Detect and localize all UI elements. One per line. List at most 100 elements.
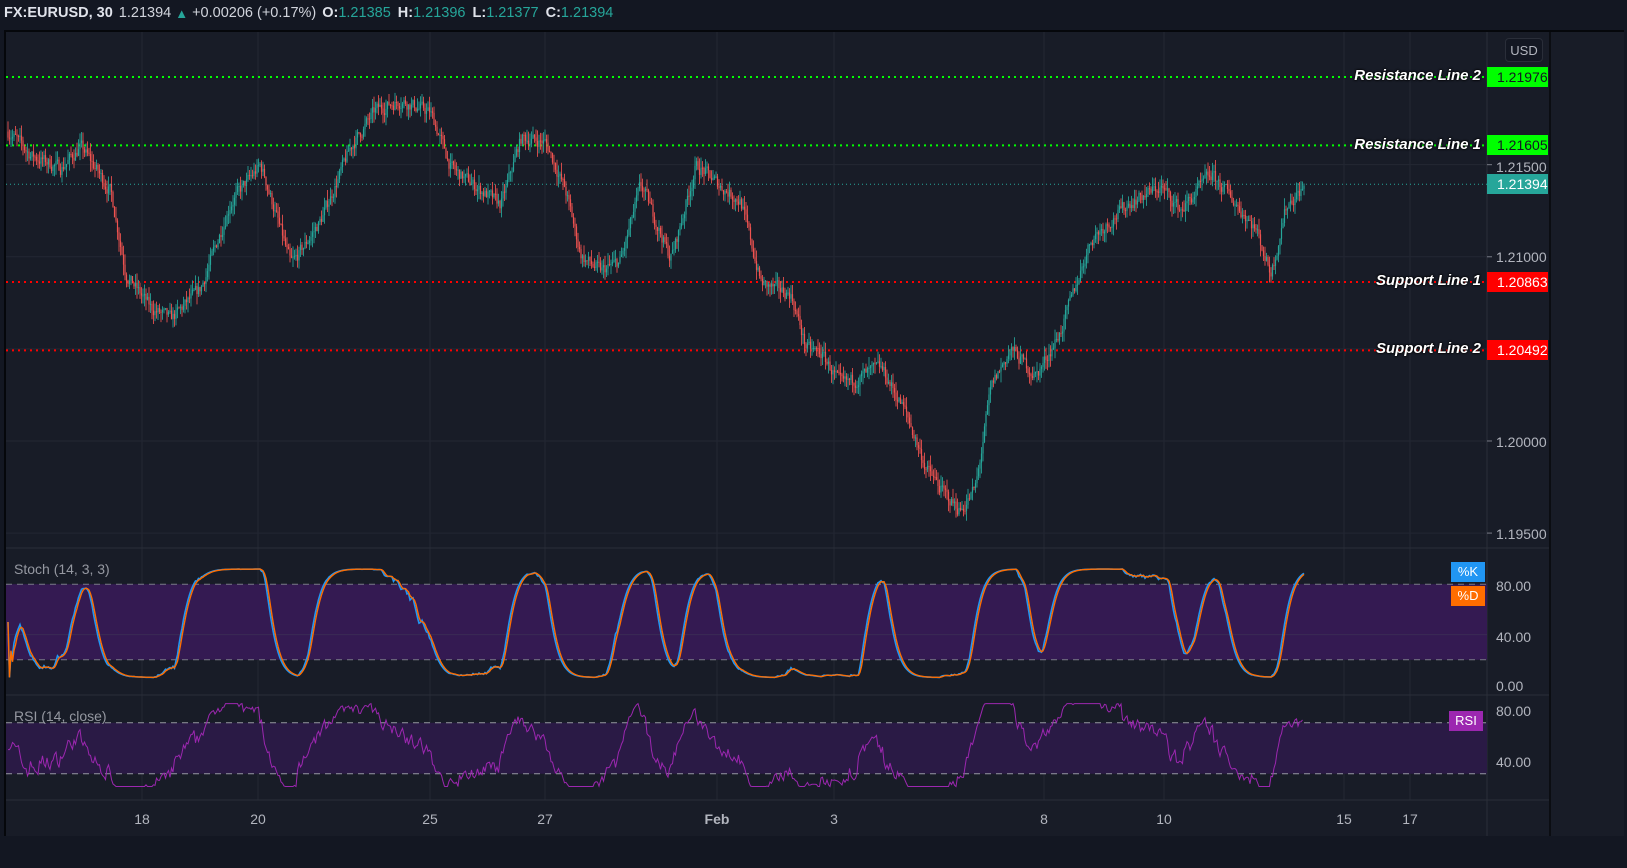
candle-body <box>1196 186 1199 189</box>
candle-body <box>689 191 692 197</box>
candle-body <box>826 361 828 364</box>
candle-body <box>697 161 699 170</box>
candle-body <box>437 134 440 136</box>
candle-body <box>535 137 537 141</box>
rsi-tag: RSI <box>1449 711 1483 731</box>
candle-body <box>103 183 105 187</box>
candle-body <box>536 140 539 147</box>
candle-body <box>1232 202 1235 206</box>
candle-body <box>721 185 723 191</box>
candle-body <box>398 106 401 109</box>
candle-body <box>16 134 18 136</box>
candle-body <box>430 111 432 113</box>
support-line-2-label[interactable]: Support Line 2 <box>1376 340 1481 357</box>
candle-body <box>46 161 48 165</box>
candle-body <box>596 261 599 263</box>
candle-body <box>460 171 462 179</box>
candle-body <box>1034 371 1037 374</box>
candle-body <box>841 374 843 377</box>
candle-body <box>205 277 207 285</box>
time-tick: 17 <box>1402 811 1418 827</box>
candle-body <box>215 245 218 248</box>
candle-body <box>883 367 885 371</box>
candle-body <box>643 190 645 192</box>
candle-body <box>952 498 954 504</box>
candle-body <box>37 160 39 162</box>
candle-body <box>686 195 689 201</box>
candle-body <box>1027 368 1029 374</box>
candle-body <box>713 176 716 178</box>
candle-body <box>589 256 591 261</box>
candle-body <box>163 308 165 310</box>
symbol-title[interactable]: FX:EURUSD, 30 <box>4 5 113 21</box>
candle-body <box>931 471 933 476</box>
candle-body <box>868 367 870 369</box>
candle-body <box>343 158 345 160</box>
candle-body <box>116 220 119 233</box>
candle-body <box>443 139 446 149</box>
candle-body <box>1229 191 1232 198</box>
candle-body <box>274 210 276 212</box>
candle-body <box>191 289 194 294</box>
candle-body <box>658 228 660 231</box>
candle-body <box>649 201 651 204</box>
candle-body <box>62 167 65 169</box>
candle-body <box>505 185 507 193</box>
candle-body <box>751 239 753 249</box>
candle-body <box>154 311 156 316</box>
support-line-1-label[interactable]: Support Line 1 <box>1376 272 1481 289</box>
candle-body <box>1154 186 1157 192</box>
candle-body <box>698 169 701 175</box>
resistance-2-price-tag: 1.21976 <box>1487 67 1548 87</box>
candle-body <box>779 288 782 292</box>
candle-body <box>104 186 107 190</box>
candle-body <box>1171 200 1173 207</box>
resistance-line-2-label[interactable]: Resistance Line 2 <box>1354 67 1481 84</box>
candle-body <box>776 280 779 282</box>
candle-body <box>412 100 414 105</box>
candle-body <box>1283 209 1286 224</box>
rsi-title[interactable]: RSI (14, close) <box>14 708 107 724</box>
candle-body <box>341 159 344 167</box>
low-value: 1.21377 <box>486 5 539 21</box>
rsi-line <box>8 702 1303 788</box>
candle-body <box>392 105 395 110</box>
candle-body <box>748 222 750 228</box>
candle-body <box>1192 199 1194 203</box>
candle-body <box>1301 188 1304 190</box>
candle-body <box>371 107 374 113</box>
candle-body <box>1216 180 1218 182</box>
candle-body <box>1021 354 1023 357</box>
candle-body <box>109 184 111 187</box>
stoch-title[interactable]: Stoch (14, 3, 3) <box>14 561 110 577</box>
candle-body <box>322 215 324 222</box>
candle-body <box>359 133 362 137</box>
candle-body <box>455 169 458 171</box>
candle-body <box>254 171 257 174</box>
rsi-tick: 40.00 <box>1496 754 1532 770</box>
candle-body <box>790 294 792 299</box>
candle-body <box>40 157 42 164</box>
candle-body <box>26 151 29 153</box>
candle-body <box>1151 186 1154 193</box>
candle-body <box>838 372 840 374</box>
candle-body <box>1222 187 1224 192</box>
candle-body <box>446 158 449 160</box>
candle-body <box>476 189 479 192</box>
price-tick: 1.19500 <box>1496 526 1547 542</box>
candle-body <box>434 124 437 127</box>
candle-body <box>473 179 476 190</box>
candle-body <box>556 169 558 177</box>
candle-body <box>400 107 402 109</box>
candle-body <box>1141 194 1143 200</box>
candle-body <box>997 371 999 379</box>
candle-body <box>1189 196 1191 199</box>
candle-body <box>634 201 636 212</box>
candle-body <box>872 362 875 365</box>
candle-body <box>740 199 743 209</box>
resistance-line-1-label[interactable]: Resistance Line 1 <box>1354 136 1481 153</box>
time-tick: 10 <box>1156 811 1172 827</box>
candle-body <box>389 104 392 106</box>
currency-button[interactable]: USD <box>1505 38 1543 62</box>
